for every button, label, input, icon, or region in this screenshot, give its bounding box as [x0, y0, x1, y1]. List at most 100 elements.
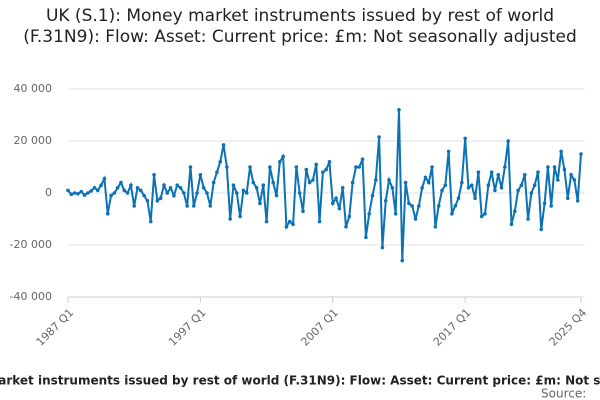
x-tick-label: 1987 Q1 — [34, 306, 77, 349]
point — [311, 178, 315, 182]
point — [532, 183, 537, 187]
point — [330, 201, 335, 206]
point — [430, 165, 434, 169]
y-tick-label: -20 000 — [10, 238, 52, 251]
point — [565, 196, 570, 200]
point — [284, 225, 289, 229]
point — [536, 170, 540, 174]
point — [367, 212, 371, 216]
point — [155, 199, 160, 203]
point — [383, 199, 388, 203]
point — [248, 165, 252, 169]
point — [251, 180, 256, 185]
point — [400, 258, 405, 263]
point — [211, 180, 216, 185]
point — [314, 162, 319, 167]
point — [539, 227, 544, 232]
point — [575, 199, 580, 203]
point — [244, 191, 249, 195]
point — [473, 196, 477, 200]
point — [72, 191, 77, 195]
point — [231, 183, 236, 187]
point — [407, 201, 411, 206]
point — [191, 204, 196, 208]
point — [446, 149, 451, 154]
point — [317, 219, 322, 224]
point — [397, 108, 401, 112]
point — [513, 209, 517, 213]
point — [95, 188, 100, 193]
point — [264, 219, 269, 224]
point — [218, 160, 223, 164]
point — [496, 173, 501, 177]
point — [370, 193, 375, 198]
point — [105, 212, 110, 216]
point — [228, 217, 232, 221]
point — [241, 188, 246, 193]
point — [287, 219, 292, 224]
x-tick-label: 2017 Q1 — [431, 306, 474, 349]
point — [165, 191, 170, 195]
point — [135, 186, 140, 190]
point — [393, 212, 398, 216]
point — [549, 204, 554, 208]
point — [559, 149, 563, 154]
point — [258, 201, 262, 206]
point — [291, 222, 295, 226]
point — [129, 183, 133, 187]
point — [426, 180, 431, 185]
point — [476, 170, 481, 174]
point — [466, 186, 471, 190]
point — [76, 191, 80, 196]
point — [119, 180, 123, 185]
point — [175, 183, 180, 187]
x-axis-title: UK (S.1): Money market instruments issue… — [0, 374, 600, 388]
y-tick-label: 20 000 — [14, 134, 53, 147]
x-tick-label: 1997 Q1 — [166, 306, 209, 349]
point — [79, 189, 84, 194]
point — [417, 204, 421, 208]
point — [337, 206, 342, 211]
point — [463, 136, 467, 141]
point — [125, 191, 130, 195]
point — [99, 183, 103, 187]
point — [347, 214, 352, 219]
point — [234, 191, 239, 195]
point — [297, 191, 302, 195]
point — [268, 165, 272, 169]
point — [546, 165, 550, 169]
point — [89, 189, 93, 193]
point — [522, 173, 527, 177]
point — [542, 201, 547, 206]
point — [261, 183, 266, 187]
point — [460, 180, 464, 185]
point — [188, 165, 193, 169]
point — [526, 217, 530, 221]
point — [456, 196, 461, 200]
point — [274, 193, 279, 198]
point — [380, 245, 385, 250]
point — [281, 154, 285, 159]
point — [489, 170, 494, 174]
point — [185, 204, 189, 208]
point — [172, 193, 176, 198]
point — [529, 191, 534, 195]
point — [390, 186, 395, 190]
point — [162, 183, 166, 187]
point — [182, 191, 186, 195]
point — [354, 165, 358, 169]
point — [195, 191, 199, 195]
point — [436, 204, 441, 208]
point — [572, 178, 577, 182]
point — [387, 178, 391, 182]
point — [102, 176, 107, 181]
point — [552, 165, 557, 169]
point — [132, 204, 136, 208]
point — [92, 186, 97, 190]
point — [450, 212, 454, 216]
point — [158, 196, 163, 200]
y-tick-label: -40 000 — [10, 290, 52, 303]
point — [225, 165, 229, 169]
source: Source: — [541, 387, 586, 400]
point — [479, 214, 484, 219]
